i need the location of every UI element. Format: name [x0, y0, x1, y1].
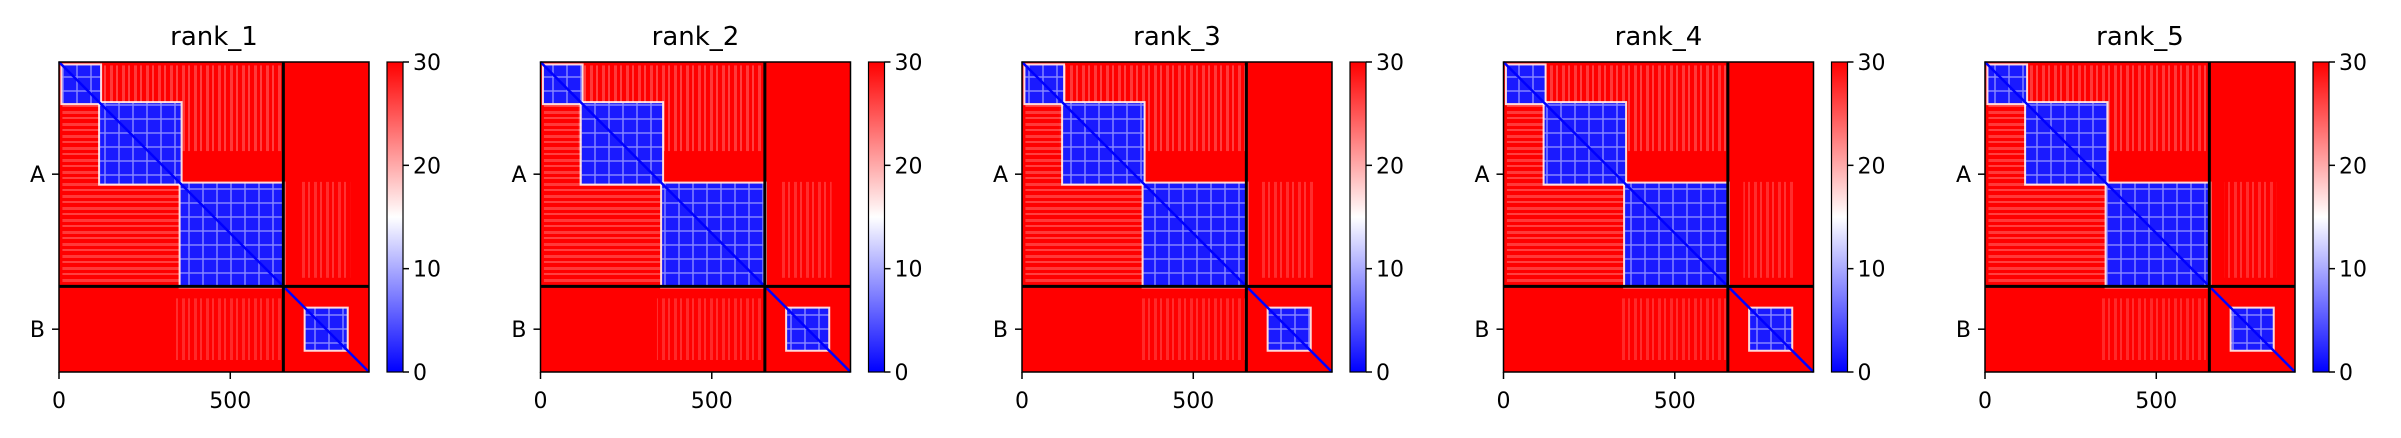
panel-title: rank_1: [170, 22, 258, 52]
heatmap: [58, 61, 370, 373]
colorbar: [386, 61, 404, 373]
x-tick-label: 500: [209, 389, 251, 414]
y-tick-label: B: [511, 318, 526, 343]
x-tick-label: 0: [534, 389, 548, 414]
colorbar-tick-label: 30: [895, 51, 923, 76]
colorbar-tick-label: 30: [2339, 51, 2367, 76]
axes-frame: [539, 61, 852, 373]
interchain-stripes: [1619, 298, 1727, 361]
colorbar-tick-label: 20: [1376, 154, 1404, 179]
interchain-stripes: [780, 181, 832, 278]
colorbar: [1830, 61, 1849, 373]
y-tick-label: A: [511, 163, 526, 188]
colorbar: [1349, 61, 1367, 373]
colorbar-tick-label: 10: [2339, 258, 2367, 283]
diagonal: [1984, 61, 2296, 373]
heatmap: [539, 61, 852, 373]
x-tick-label: 0: [1015, 389, 1029, 414]
x-tick-label: 500: [1172, 389, 1214, 414]
colorbar-tick-label: 20: [895, 154, 923, 179]
y-tick-label: A: [30, 163, 45, 188]
panel-2: rank_2 0 500 A B 0 10 20 30: [511, 22, 922, 414]
y-tick-label: A: [1956, 163, 1971, 188]
diagonal: [1021, 61, 1333, 373]
y-tick-label: A: [993, 163, 1008, 188]
panel-title: rank_2: [652, 22, 740, 52]
panel-3: rank_3 0 500 A B 0 10 20 30: [993, 22, 1404, 414]
colorbar-tick-label: 30: [1858, 51, 1886, 76]
interchain-stripes: [1138, 298, 1245, 361]
colorbar-tick-label: 20: [1858, 154, 1886, 179]
diagonal: [539, 61, 852, 373]
interchain-stripes: [1743, 181, 1795, 278]
panel-title: rank_4: [1615, 22, 1703, 52]
colorbar-tick-label: 10: [413, 258, 441, 283]
y-tick-label: B: [993, 318, 1008, 343]
axes-frame: [1502, 61, 1815, 373]
interchain-stripes: [2101, 298, 2208, 361]
x-tick-label: 500: [2135, 389, 2177, 414]
colorbar-tick-label: 30: [413, 51, 441, 76]
colorbar-tick-label: 0: [1858, 361, 1872, 386]
heatmap: [1021, 61, 1333, 373]
colorbar-tick-label: 20: [2339, 154, 2367, 179]
x-tick-label: 500: [691, 389, 733, 414]
colorbar: [2312, 61, 2330, 373]
y-tick-label: B: [30, 318, 45, 343]
heatmap: [1984, 61, 2296, 373]
y-tick-label: B: [1474, 318, 1489, 343]
colorbar-tick-label: 10: [1376, 258, 1404, 283]
y-tick-label: B: [1956, 318, 1971, 343]
y-tick-label: A: [1474, 163, 1489, 188]
colorbar-tick-label: 0: [413, 361, 427, 386]
axes-frame: [1984, 61, 2296, 373]
diagonal: [58, 61, 370, 373]
colorbar-tick-label: 10: [895, 258, 923, 283]
heatmap: [1502, 61, 1815, 373]
panel-1: rank_1 0 500 A B 0 10 20 30: [30, 22, 441, 414]
diagonal: [1502, 61, 1815, 373]
colorbar-tick-label: 30: [1376, 51, 1404, 76]
panel-5: rank_5 0 500 A B 0 10 20 30: [1956, 22, 2367, 414]
axes-frame: [58, 61, 370, 373]
panel-title: rank_3: [1133, 22, 1221, 52]
colorbar-tick-label: 20: [413, 154, 441, 179]
colorbar: [867, 61, 886, 373]
interchain-stripes: [298, 181, 351, 278]
colorbar-tick-label: 10: [1858, 258, 1886, 283]
interchain-stripes: [1261, 181, 1314, 278]
interchain-stripes: [656, 298, 764, 361]
interchain-stripes: [175, 298, 282, 361]
axes-frame: [1021, 61, 1333, 373]
x-tick-label: 0: [1978, 389, 1992, 414]
colorbar-tick-label: 0: [2339, 361, 2353, 386]
panel-title: rank_5: [2096, 22, 2184, 52]
colorbar-tick-label: 0: [1376, 361, 1390, 386]
panel-4: rank_4 0 500 A B 0 10 20 30: [1474, 22, 1885, 414]
colorbar-tick-label: 0: [895, 361, 909, 386]
x-tick-label: 500: [1654, 389, 1696, 414]
interchain-stripes: [2224, 181, 2277, 278]
x-tick-label: 0: [1497, 389, 1511, 414]
x-tick-label: 0: [52, 389, 66, 414]
